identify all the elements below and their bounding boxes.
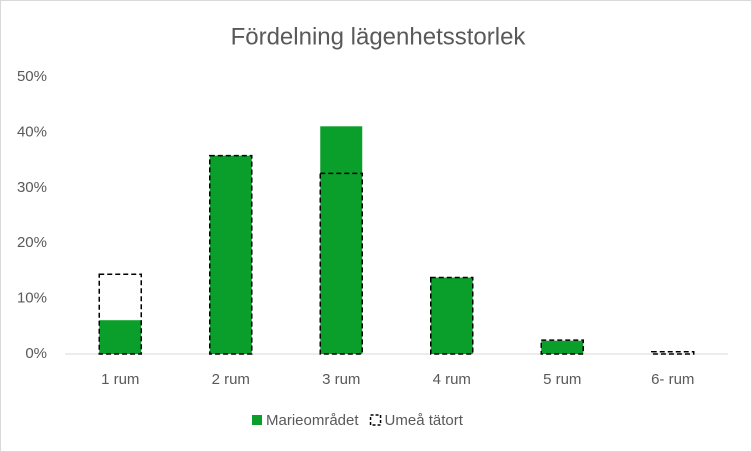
bar <box>651 351 695 355</box>
x-tick-label: 6- rum <box>651 371 694 388</box>
y-tick-label: 50% <box>17 68 47 85</box>
legend-swatch <box>369 414 382 426</box>
bar <box>320 126 363 354</box>
x-tick-label: 5 rum <box>543 371 581 388</box>
y-tick-label: 40% <box>17 123 47 140</box>
bar <box>540 339 584 355</box>
y-tick-label: 10% <box>17 290 47 307</box>
legend-swatch <box>252 415 262 425</box>
bar <box>98 273 142 355</box>
x-tick-label: 1 rum <box>101 371 139 388</box>
bar <box>209 154 253 355</box>
x-tick-label: 4 rum <box>433 371 471 388</box>
bar <box>430 276 474 355</box>
bar <box>430 277 473 354</box>
y-tick-label: 0% <box>25 345 47 362</box>
x-tick-label: 3 rum <box>322 371 360 388</box>
x-tick-label: 2 rum <box>212 371 250 388</box>
legend-label: Marieområdet <box>266 412 359 429</box>
bar <box>319 172 363 355</box>
bar <box>99 320 142 354</box>
legend-label: Umeå tätort <box>385 412 464 429</box>
y-tick-label: 20% <box>17 234 47 251</box>
y-tick-label: 30% <box>17 179 47 196</box>
bar <box>541 340 584 354</box>
chart-title: Fördelning lägenhetsstorlek <box>231 23 527 50</box>
bar <box>209 155 252 354</box>
